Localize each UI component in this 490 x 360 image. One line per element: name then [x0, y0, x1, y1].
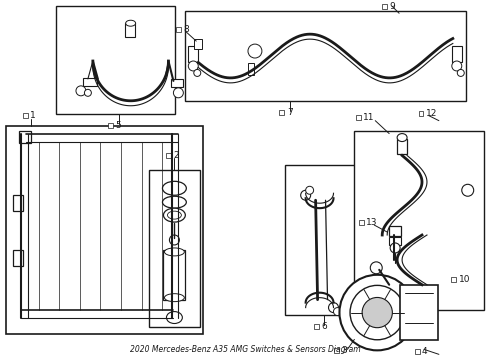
Ellipse shape [76, 86, 86, 96]
Bar [172, 79, 183, 87]
Ellipse shape [125, 20, 136, 26]
Ellipse shape [168, 211, 181, 219]
Ellipse shape [340, 275, 415, 350]
Ellipse shape [165, 248, 184, 256]
Bar [13, 195, 23, 211]
Bar [415, 349, 419, 354]
Bar [185, 11, 466, 101]
Bar [6, 126, 203, 334]
Bar [334, 348, 339, 353]
Bar [382, 4, 387, 9]
Text: 9: 9 [389, 2, 395, 11]
Bar [108, 123, 113, 128]
Bar [19, 131, 31, 143]
Ellipse shape [167, 311, 182, 324]
Ellipse shape [457, 69, 464, 76]
Ellipse shape [328, 303, 339, 312]
Ellipse shape [188, 61, 198, 71]
Bar [195, 39, 202, 49]
Text: 5: 5 [116, 121, 122, 130]
Ellipse shape [163, 181, 186, 195]
Bar [279, 110, 284, 115]
Text: 2: 2 [173, 151, 179, 160]
Ellipse shape [301, 190, 311, 200]
Ellipse shape [390, 243, 400, 253]
Bar [83, 78, 97, 86]
Ellipse shape [362, 297, 392, 328]
Ellipse shape [334, 307, 342, 316]
Text: 6: 6 [321, 322, 327, 331]
Bar [166, 153, 171, 158]
Text: 10: 10 [459, 275, 470, 284]
Bar [13, 250, 23, 266]
Text: 8: 8 [183, 25, 189, 34]
Ellipse shape [350, 285, 404, 340]
Bar [359, 220, 364, 225]
Text: 12: 12 [426, 109, 438, 118]
Bar [285, 165, 362, 315]
Ellipse shape [397, 134, 407, 141]
Bar [148, 170, 200, 328]
Bar [176, 27, 181, 32]
Bar [452, 46, 462, 62]
Ellipse shape [194, 69, 201, 76]
Bar [23, 113, 28, 118]
Ellipse shape [163, 196, 186, 208]
Ellipse shape [306, 186, 314, 194]
Ellipse shape [170, 235, 179, 245]
Text: 1: 1 [30, 111, 36, 120]
Bar [389, 237, 401, 245]
Ellipse shape [452, 61, 462, 71]
Bar [356, 115, 361, 120]
Text: 3: 3 [342, 346, 347, 355]
Bar [451, 277, 456, 282]
Bar [389, 226, 401, 236]
Bar [354, 131, 484, 310]
Ellipse shape [248, 44, 262, 58]
Text: 2020 Mercedes-Benz A35 AMG Switches & Sensors Diagram: 2020 Mercedes-Benz A35 AMG Switches & Se… [130, 345, 360, 354]
Text: 11: 11 [363, 113, 375, 122]
Text: 13: 13 [367, 217, 378, 226]
Ellipse shape [370, 262, 382, 274]
Bar [56, 6, 175, 114]
Ellipse shape [164, 208, 185, 222]
Bar [124, 23, 135, 37]
Ellipse shape [165, 294, 184, 302]
Text: 7: 7 [287, 108, 293, 117]
Bar [164, 250, 185, 300]
Ellipse shape [462, 184, 474, 196]
Bar [314, 324, 319, 329]
Ellipse shape [84, 89, 91, 96]
Bar [397, 139, 407, 154]
Bar [248, 63, 254, 75]
Text: 4: 4 [422, 347, 428, 356]
Bar [188, 46, 198, 62]
Bar [418, 111, 423, 116]
Bar [400, 285, 438, 341]
Ellipse shape [173, 88, 183, 98]
